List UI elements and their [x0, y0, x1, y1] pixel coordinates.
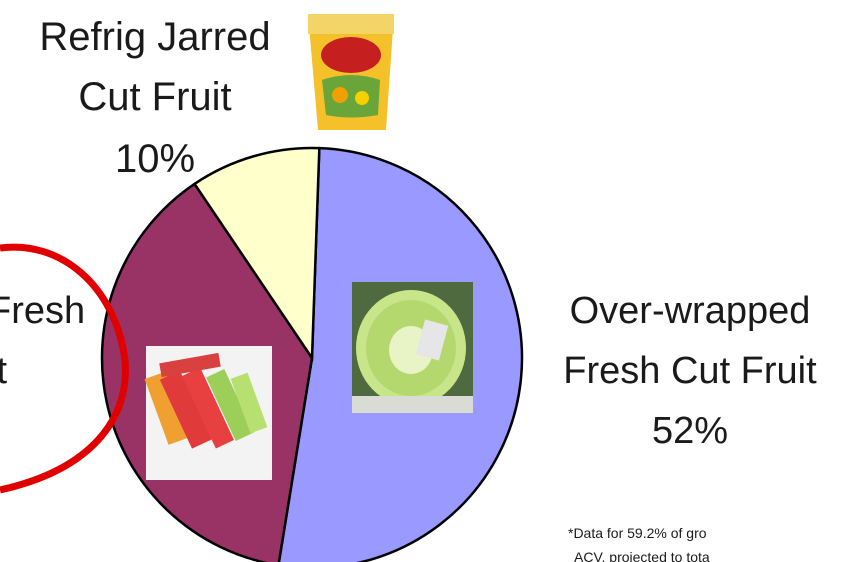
refrig-jarred-value: 10% [115, 137, 195, 181]
refrig-jarred-label-line2: Cut Fruit [78, 75, 231, 119]
slice-label-refrig-jarred: Refrig Jarred Cut Fruit 10% [39, 15, 270, 181]
jarred-fruit-cup-photo [308, 14, 394, 130]
footnote-line2: ACV, projected to tota [574, 549, 710, 562]
over-wrapped-melon-photo [352, 282, 473, 413]
footnote: *Data for 59.2% of gro ACV, projected to… [568, 525, 710, 562]
highlight-circle [0, 243, 129, 494]
slice-label-fresh-cut-partial: Fresh it [0, 290, 85, 392]
refrig-jarred-label-line1: Refrig Jarred [39, 15, 270, 59]
fresh-label-line2: it [0, 350, 7, 392]
over-wrapped-label-line2: Fresh Cut Fruit [563, 350, 817, 392]
over-wrapped-label-line1: Over-wrapped [570, 290, 811, 332]
footnote-line1: *Data for 59.2% of gro [568, 525, 707, 541]
fresh-cut-fruit-tray-photo [144, 346, 272, 480]
slice-refrig-jarred [192, 146, 321, 362]
slice-label-over-wrapped: Over-wrapped Fresh Cut Fruit 52% [563, 290, 817, 452]
over-wrapped-value: 52% [652, 410, 728, 452]
fresh-label-line1: Fresh [0, 290, 85, 332]
